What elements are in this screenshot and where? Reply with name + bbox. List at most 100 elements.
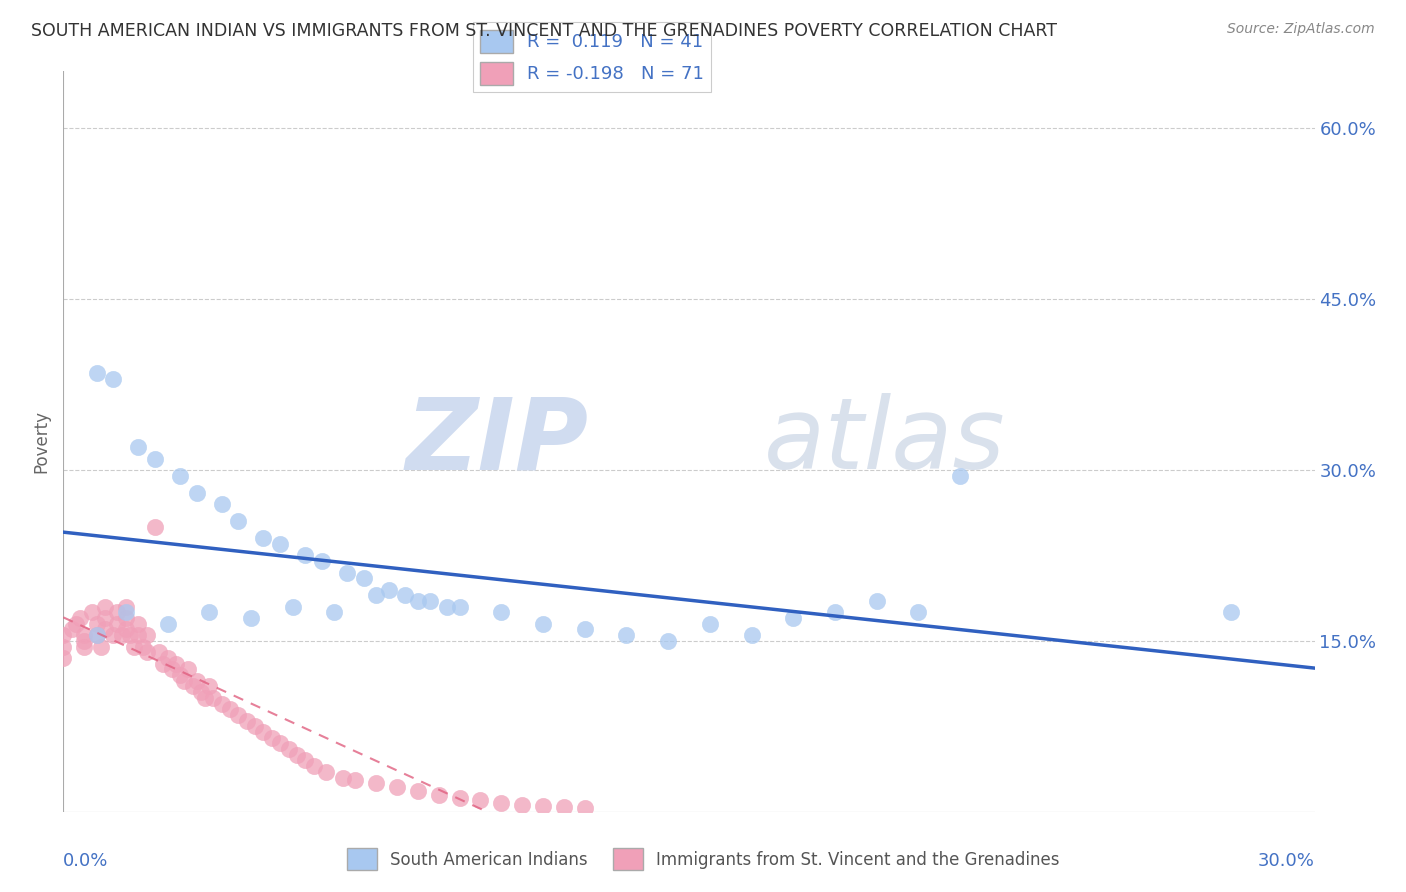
Point	[60, 623, 83, 637]
Point	[294, 549, 316, 563]
Point	[657, 633, 679, 648]
Point	[94, 623, 117, 637]
Point	[169, 668, 191, 682]
Point	[211, 497, 233, 511]
Point	[782, 611, 804, 625]
Point	[269, 537, 291, 551]
Point	[131, 640, 153, 654]
Point	[449, 791, 471, 805]
Point	[531, 616, 554, 631]
Point	[65, 616, 87, 631]
Point	[281, 599, 304, 614]
Point	[148, 645, 170, 659]
Point	[741, 628, 763, 642]
Point	[269, 736, 291, 750]
Point	[94, 611, 117, 625]
Point	[574, 801, 596, 815]
Point	[135, 645, 157, 659]
Point	[243, 719, 266, 733]
Point	[344, 772, 367, 787]
Point	[73, 633, 96, 648]
Y-axis label: Poverty: Poverty	[32, 410, 51, 473]
Point	[122, 640, 145, 654]
Point	[156, 651, 179, 665]
Point	[228, 514, 250, 528]
Point	[143, 520, 166, 534]
Point	[277, 742, 299, 756]
Point	[907, 606, 929, 620]
Point	[86, 616, 108, 631]
Text: atlas: atlas	[763, 393, 1005, 490]
Point	[427, 788, 450, 802]
Point	[103, 628, 125, 642]
Point	[86, 628, 108, 642]
Point	[73, 640, 96, 654]
Point	[115, 611, 138, 625]
Point	[406, 594, 429, 608]
Point	[86, 366, 108, 380]
Point	[52, 628, 75, 642]
Point	[190, 685, 212, 699]
Point	[377, 582, 399, 597]
Point	[177, 662, 200, 676]
Point	[336, 566, 359, 580]
Point	[73, 628, 96, 642]
Point	[236, 714, 259, 728]
Point	[107, 616, 129, 631]
Point	[260, 731, 283, 745]
Point	[491, 606, 513, 620]
Legend: R =  0.119   N = 41, R = -0.198   N = 71: R = 0.119 N = 41, R = -0.198 N = 71	[472, 22, 711, 92]
Point	[143, 451, 166, 466]
Point	[553, 800, 575, 814]
Point	[436, 599, 458, 614]
Point	[531, 799, 554, 814]
Point	[228, 707, 250, 722]
Point	[315, 764, 337, 779]
Point	[202, 690, 225, 705]
Point	[211, 697, 233, 711]
Point	[82, 606, 104, 620]
Point	[491, 796, 513, 810]
Point	[127, 616, 149, 631]
Point	[824, 606, 846, 620]
Point	[311, 554, 333, 568]
Text: Source: ZipAtlas.com: Source: ZipAtlas.com	[1227, 22, 1375, 37]
Point	[366, 776, 388, 790]
Point	[152, 657, 174, 671]
Point	[470, 793, 492, 807]
Point	[156, 616, 179, 631]
Point	[127, 628, 149, 642]
Point	[173, 673, 195, 688]
Point	[115, 599, 138, 614]
Point	[1220, 606, 1243, 620]
Point	[239, 611, 263, 625]
Point	[219, 702, 242, 716]
Point	[135, 628, 157, 642]
Point	[294, 754, 316, 768]
Point	[103, 372, 125, 386]
Text: SOUTH AMERICAN INDIAN VS IMMIGRANTS FROM ST. VINCENT AND THE GRENADINES POVERTY : SOUTH AMERICAN INDIAN VS IMMIGRANTS FROM…	[31, 22, 1057, 40]
Point	[169, 468, 191, 483]
Point	[394, 588, 416, 602]
Point	[107, 606, 129, 620]
Point	[406, 784, 429, 798]
Point	[699, 616, 721, 631]
Point	[353, 571, 375, 585]
Point	[186, 673, 208, 688]
Point	[866, 594, 889, 608]
Text: ZIP: ZIP	[406, 393, 589, 490]
Point	[285, 747, 308, 762]
Point	[181, 680, 204, 694]
Point	[94, 599, 117, 614]
Point	[252, 725, 274, 739]
Point	[252, 532, 274, 546]
Point	[52, 640, 75, 654]
Text: 0.0%: 0.0%	[63, 853, 108, 871]
Point	[616, 628, 638, 642]
Point	[118, 628, 141, 642]
Point	[115, 623, 138, 637]
Point	[366, 588, 388, 602]
Point	[165, 657, 187, 671]
Point	[115, 606, 138, 620]
Point	[419, 594, 441, 608]
